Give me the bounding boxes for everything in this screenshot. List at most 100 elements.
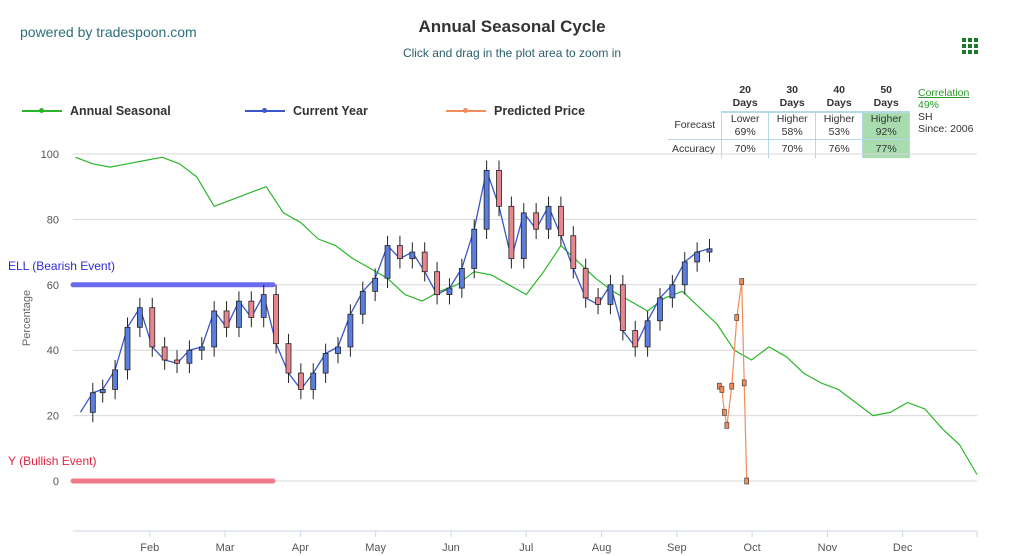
predicted-candle — [719, 386, 725, 393]
forecast-header-50d: 50 Days — [862, 84, 910, 113]
candle-body — [335, 346, 341, 354]
candle-body — [359, 290, 366, 315]
candle-body — [124, 326, 131, 371]
candle-body — [681, 261, 688, 286]
correlation-symbol: SH — [918, 111, 933, 123]
chart-title: Annual Seasonal Cycle — [418, 17, 606, 36]
accuracy-cell-50d: 77% — [862, 139, 911, 158]
y-axis-title: Percentage — [21, 290, 33, 346]
candle-body — [669, 284, 676, 299]
forecast-cell-40d: Higher 53% — [815, 112, 864, 140]
x-tick-label: Dec — [893, 542, 913, 554]
predicted-candle — [734, 314, 740, 321]
legend-swatch-predicted-price — [446, 108, 486, 113]
legend-label-current-year: Current Year — [293, 104, 368, 118]
current-year-line — [79, 169, 710, 413]
candle-body — [223, 310, 230, 328]
candle-body — [248, 300, 255, 318]
candle-body — [694, 251, 701, 263]
candle-body — [149, 307, 156, 348]
candle-body — [136, 307, 143, 328]
legend-label-annual-seasonal: Annual Seasonal — [70, 104, 171, 118]
x-tick-label: Aug — [592, 542, 612, 554]
candle-body — [174, 359, 180, 364]
x-tick-label: Nov — [818, 542, 838, 554]
buy-signal-label: Y (Bullish Event) — [8, 454, 96, 468]
predicted-candle — [741, 379, 747, 387]
candle-body — [520, 212, 527, 260]
candle-body — [657, 297, 663, 322]
candle-body — [297, 372, 304, 390]
x-tick-label: May — [365, 542, 386, 554]
candle-body — [384, 245, 391, 279]
candle-body — [458, 268, 465, 289]
x-tick-label: Oct — [744, 542, 761, 554]
candle-body — [236, 300, 242, 328]
candle-body — [372, 277, 379, 292]
candle-body — [545, 205, 552, 230]
correlation-box: Correlation 49% SH Since: 2006 — [918, 87, 973, 135]
candle-body — [558, 205, 564, 237]
grid-menu-icon[interactable] — [962, 38, 978, 54]
predicted-candle — [739, 278, 745, 285]
x-tick-label: Jun — [442, 542, 460, 554]
y-tick-label: 100 — [41, 149, 59, 161]
candle-body — [483, 169, 490, 230]
accuracy-cell-30d: 70% — [768, 139, 817, 158]
correlation-value: 49% — [918, 99, 940, 111]
predicted-candle — [729, 382, 735, 390]
candle-body — [322, 353, 329, 374]
chart-subtitle: Click and drag in the plot area to zoom … — [402, 46, 622, 60]
legend-label-predicted-price: Predicted Price — [494, 104, 586, 118]
candle-body — [706, 248, 713, 253]
candle-body — [570, 235, 577, 269]
candle-body — [347, 313, 354, 348]
x-tick-label: Feb — [140, 542, 159, 554]
predicted-candle — [724, 422, 730, 429]
legend-item-predicted-price[interactable]: Predicted Price — [446, 104, 585, 118]
legend-item-current-year[interactable]: Current Year — [245, 104, 368, 118]
candle-body — [285, 343, 292, 374]
forecast-header-20d: 20 Days — [721, 84, 769, 113]
candle-body — [421, 251, 428, 273]
y-tick-label: 20 — [47, 411, 59, 423]
candle-body — [607, 284, 614, 305]
candle-body — [310, 372, 317, 390]
candle-body — [112, 369, 119, 390]
candle-body — [397, 245, 403, 260]
annual-seasonal-line — [75, 156, 978, 475]
candle-body — [161, 346, 168, 361]
candle-body — [434, 271, 440, 296]
y-tick-label: 60 — [47, 280, 59, 292]
axes: 0 20 40 60 80 100 Feb Mar Apr May Jun Jul Aug Sep Oct N… — [41, 149, 978, 554]
candle-body — [273, 294, 279, 345]
candle-body — [446, 287, 453, 296]
legend-swatch-annual-seasonal — [22, 108, 62, 113]
candle-body — [644, 320, 651, 348]
legend-item-annual-seasonal[interactable]: Annual Seasonal — [22, 104, 171, 118]
powered-by-text: powered by tradespoon.com — [20, 24, 197, 40]
candle-body — [582, 268, 589, 299]
correlation-since: Since: 2006 — [918, 123, 974, 135]
candle-body — [496, 169, 502, 207]
correlation-link[interactable]: Correlation — [918, 87, 970, 99]
forecast-cell-50d: Higher 92% — [862, 112, 911, 140]
y-tick-label: 40 — [47, 345, 59, 357]
candle-body — [198, 346, 205, 351]
x-tick-label: Mar — [216, 542, 235, 554]
forecast-table: 20 Days 30 Days 40 Days 50 Days Forecast… — [668, 84, 911, 158]
sell-signal-label: ELL (Bearish Event) — [8, 259, 115, 273]
candle-body — [89, 392, 96, 413]
x-tick-label: Sep — [667, 542, 687, 554]
x-tick-label: Jul — [519, 542, 533, 554]
candle-body — [409, 251, 416, 260]
forecast-row-label: Forecast — [674, 119, 716, 131]
candles — [89, 160, 749, 485]
candle-body — [260, 294, 267, 318]
candle-body — [619, 284, 626, 331]
forecast-cell-30d: Higher 58% — [768, 112, 817, 140]
forecast-header-40d: 40 Days — [815, 84, 863, 113]
candle-body — [99, 389, 106, 394]
predicted-candle — [744, 477, 749, 485]
